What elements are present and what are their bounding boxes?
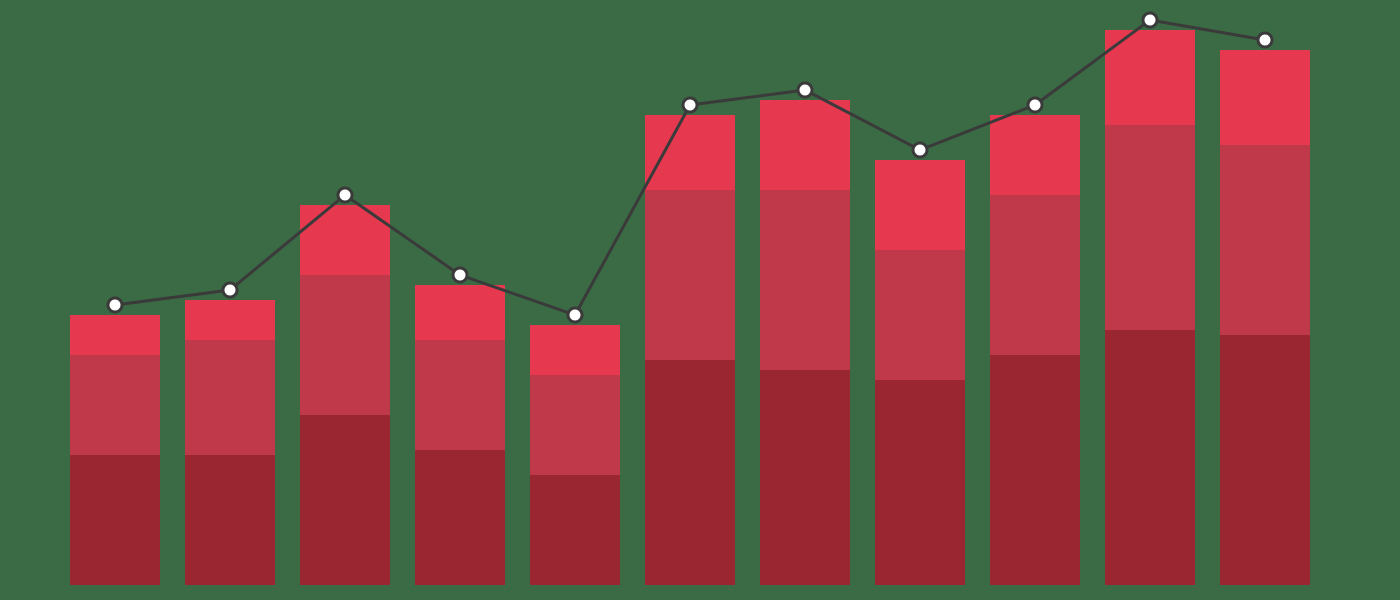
bar-9-segment-1 <box>1105 125 1195 330</box>
bar-4-segment-1 <box>530 375 620 475</box>
bar-3 <box>415 285 505 585</box>
bar-10-segment-0 <box>1220 335 1310 585</box>
marker-1 <box>223 283 237 297</box>
bar-6-segment-0 <box>760 370 850 585</box>
bar-5-segment-1 <box>645 190 735 360</box>
stacked-bar-line-chart <box>0 0 1400 600</box>
bar-4-segment-2 <box>530 325 620 375</box>
bar-2 <box>300 205 390 585</box>
marker-2 <box>338 188 352 202</box>
bar-5 <box>645 115 735 585</box>
marker-10 <box>1258 33 1272 47</box>
bar-7-segment-1 <box>875 250 965 380</box>
bar-10-segment-1 <box>1220 145 1310 335</box>
bar-7 <box>875 160 965 585</box>
bar-10-segment-2 <box>1220 50 1310 145</box>
bar-1-segment-2 <box>185 300 275 340</box>
marker-3 <box>453 268 467 282</box>
bar-2-segment-1 <box>300 275 390 415</box>
bar-0-segment-1 <box>70 355 160 455</box>
bar-0-segment-2 <box>70 315 160 355</box>
marker-6 <box>798 83 812 97</box>
marker-8 <box>1028 98 1042 112</box>
bar-0-segment-0 <box>70 455 160 585</box>
bar-1 <box>185 300 275 585</box>
bar-5-segment-2 <box>645 115 735 190</box>
bar-7-segment-0 <box>875 380 965 585</box>
marker-5 <box>683 98 697 112</box>
marker-7 <box>913 143 927 157</box>
bar-6-segment-2 <box>760 100 850 190</box>
bar-5-segment-0 <box>645 360 735 585</box>
bar-4-segment-0 <box>530 475 620 585</box>
bar-2-segment-0 <box>300 415 390 585</box>
bar-7-segment-2 <box>875 160 965 250</box>
bar-6 <box>760 100 850 585</box>
bar-1-segment-1 <box>185 340 275 455</box>
bar-10 <box>1220 50 1310 585</box>
bar-8-segment-0 <box>990 355 1080 585</box>
bar-3-segment-2 <box>415 285 505 340</box>
bar-9-segment-0 <box>1105 330 1195 585</box>
bar-8 <box>990 115 1080 585</box>
marker-9 <box>1143 13 1157 27</box>
marker-0 <box>108 298 122 312</box>
bar-6-segment-1 <box>760 190 850 370</box>
bar-3-segment-0 <box>415 450 505 585</box>
bar-9 <box>1105 30 1195 585</box>
bar-0 <box>70 315 160 585</box>
bar-1-segment-0 <box>185 455 275 585</box>
marker-4 <box>568 308 582 322</box>
bar-4 <box>530 325 620 585</box>
bar-8-segment-1 <box>990 195 1080 355</box>
bar-8-segment-2 <box>990 115 1080 195</box>
bar-3-segment-1 <box>415 340 505 450</box>
